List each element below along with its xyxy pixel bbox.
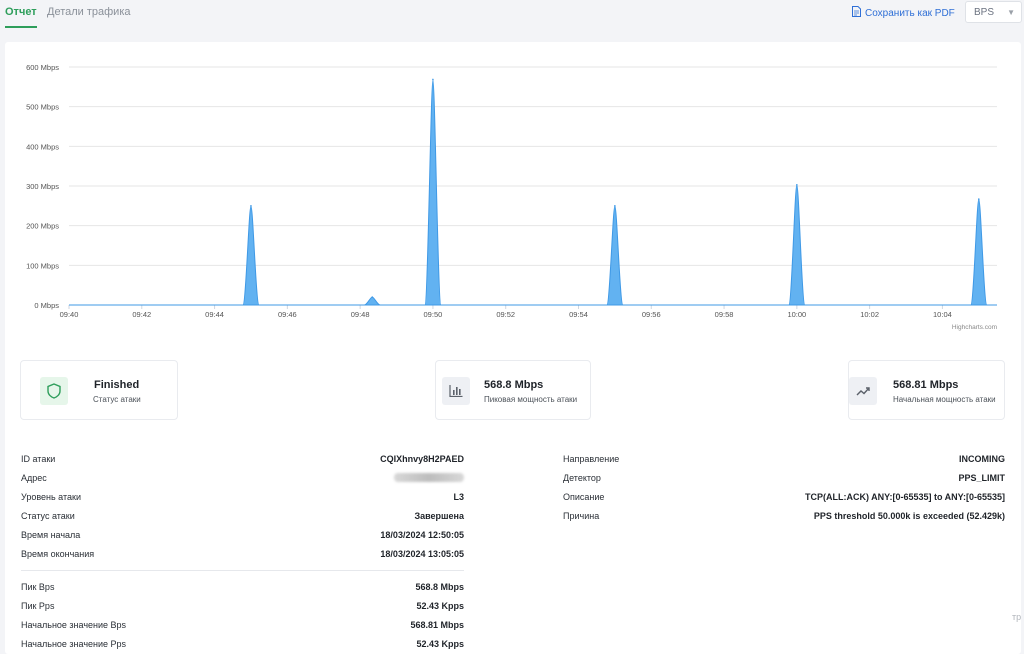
x-tick-label: 09:48 [351, 310, 370, 319]
metric-value: 52.43 Kpps [416, 601, 464, 611]
detail-value: L3 [453, 492, 464, 502]
detail-value: Завершена [414, 511, 464, 521]
top-bar: Отчет Детали трафика Сохранить как PDF B… [0, 0, 1024, 34]
y-tick-label: 100 Mbps [26, 261, 59, 270]
x-tick-label: 09:46 [278, 310, 297, 319]
data-point [371, 296, 374, 298]
x-tick-label: 10:04 [933, 310, 952, 319]
detail-value: TCP(ALL:ACK) ANY:[0-65535] to ANY:[0-655… [804, 492, 1005, 502]
metric-value: 568.81 Mbps [410, 620, 464, 630]
data-point [978, 198, 980, 200]
detail-key: Направление [563, 454, 620, 464]
tab-report[interactable]: Отчет [5, 6, 37, 28]
detail-row: Статус атаки Завершена [21, 511, 464, 525]
divider [21, 570, 464, 571]
detail-key: Описание [563, 492, 605, 502]
metric-row: Начальное значение Bps 568.81 Mbps [21, 620, 464, 634]
unit-select[interactable]: BPS ▼ [965, 1, 1022, 23]
bar-chart-icon [442, 377, 470, 405]
x-tick-label: 09:42 [132, 310, 151, 319]
metric-row: Начальное значение Pps 52.43 Kpps [21, 639, 464, 653]
detail-row: Направление INCOMING [563, 454, 1005, 468]
edge-text: тр [1012, 612, 1022, 622]
stat-label: Статус атаки [93, 395, 141, 404]
x-tick-label: 09:40 [60, 310, 79, 319]
detail-key: Время начала [21, 530, 81, 540]
x-tick-label: 09:54 [569, 310, 588, 319]
metric-value: 568.8 Mbps [415, 582, 464, 592]
save-pdf-button[interactable]: Сохранить как PDF [852, 6, 955, 20]
metric-key: Начальное значение Bps [21, 620, 127, 630]
detail-row: Адрес [21, 473, 464, 487]
x-tick-label: 09:58 [715, 310, 734, 319]
trend-up-icon [849, 377, 877, 405]
detail-value: 18/03/2024 13:05:05 [380, 549, 464, 559]
detail-value: 18/03/2024 12:50:05 [380, 530, 464, 540]
data-point [614, 205, 616, 207]
unit-select-value: BPS [974, 7, 995, 18]
y-tick-label: 400 Mbps [26, 142, 59, 151]
x-tick-label: 09:52 [496, 310, 515, 319]
data-point [250, 205, 252, 207]
x-tick-label: 10:02 [860, 310, 879, 319]
stat-value: 568.81 Mbps [893, 379, 959, 391]
metric-key: Пик Bps [21, 582, 55, 592]
detail-row: Время окончания 18/03/2024 13:05:05 [21, 549, 464, 563]
detail-row: Причина PPS threshold 50.000k is exceede… [563, 511, 1005, 525]
detail-row: Время начала 18/03/2024 12:50:05 [21, 530, 464, 544]
detail-key: Уровень атаки [21, 492, 81, 502]
detail-row: Уровень атаки L3 [21, 492, 464, 506]
detail-key: Детектор [563, 473, 601, 483]
data-point [432, 78, 434, 81]
metric-key: Пик Pps [21, 601, 55, 611]
y-tick-label: 200 Mbps [26, 222, 59, 231]
detail-value: CQIXhnvy8H2PAED [380, 454, 464, 464]
metric-row: Пик Bps 568.8 Mbps [21, 582, 464, 596]
x-tick-label: 09:44 [205, 310, 224, 319]
detail-row: Описание TCP(ALL:ACK) ANY:[0-65535] to A… [563, 492, 1005, 506]
y-tick-label: 500 Mbps [26, 103, 59, 112]
detail-key: Адрес [21, 473, 47, 483]
y-tick-label: 300 Mbps [26, 182, 59, 191]
save-pdf-label: Сохранить как PDF [865, 7, 955, 19]
detail-key: Причина [563, 511, 600, 521]
y-tick-label: 0 Mbps [34, 301, 59, 310]
detail-key: Время окончания [21, 549, 95, 559]
detail-row: Детектор PPS_LIMIT [563, 473, 1005, 487]
tab-traffic-details[interactable]: Детали трафика [47, 6, 131, 18]
detail-key: Статус атаки [21, 511, 75, 521]
y-tick-label: 600 Mbps [26, 63, 59, 72]
shield-icon [40, 377, 68, 405]
chevron-down-icon: ▼ [1007, 8, 1015, 17]
stat-card-peak: 568.8 Mbps Пиковая мощность атаки [435, 360, 591, 420]
x-tick-label: 09:56 [642, 310, 661, 319]
data-point [796, 184, 798, 186]
stat-value: Finished [94, 379, 140, 391]
metric-key: Начальное значение Pps [21, 639, 127, 649]
metric-row: Пик Pps 52.43 Kpps [21, 601, 464, 615]
stat-value: 568.8 Mbps [484, 379, 544, 391]
chart-credits: Highcharts.com [952, 324, 997, 331]
detail-key: ID атаки [21, 454, 56, 464]
redacted-address [394, 473, 464, 482]
detail-value-redacted [394, 473, 464, 484]
stat-card-status: Finished Статус атаки [20, 360, 178, 420]
traffic-chart: 0 Mbps 100 Mbps 200 Mbps 300 Mbps 400 Mbps 50… [26, 63, 997, 331]
stat-label: Пиковая мощность атаки [484, 395, 578, 404]
document-icon [852, 6, 861, 20]
detail-value: INCOMING [959, 454, 1005, 464]
stat-card-initial: 568.81 Mbps Начальная мощность атаки [848, 360, 1005, 420]
detail-value: PPS threshold 50.000k is exceeded (52.42… [813, 511, 1005, 521]
x-tick-label: 09:50 [424, 310, 443, 319]
x-tick-label: 10:00 [787, 310, 806, 319]
detail-value: PPS_LIMIT [958, 473, 1005, 483]
detail-row: ID атаки CQIXhnvy8H2PAED [21, 454, 464, 468]
area-series [69, 78, 997, 306]
metric-value: 52.43 Kpps [416, 639, 464, 649]
report-card: 0 Mbps 100 Mbps 200 Mbps 300 Mbps 400 Mbps 50… [5, 42, 1021, 654]
stat-label: Начальная мощность атаки [893, 395, 996, 404]
